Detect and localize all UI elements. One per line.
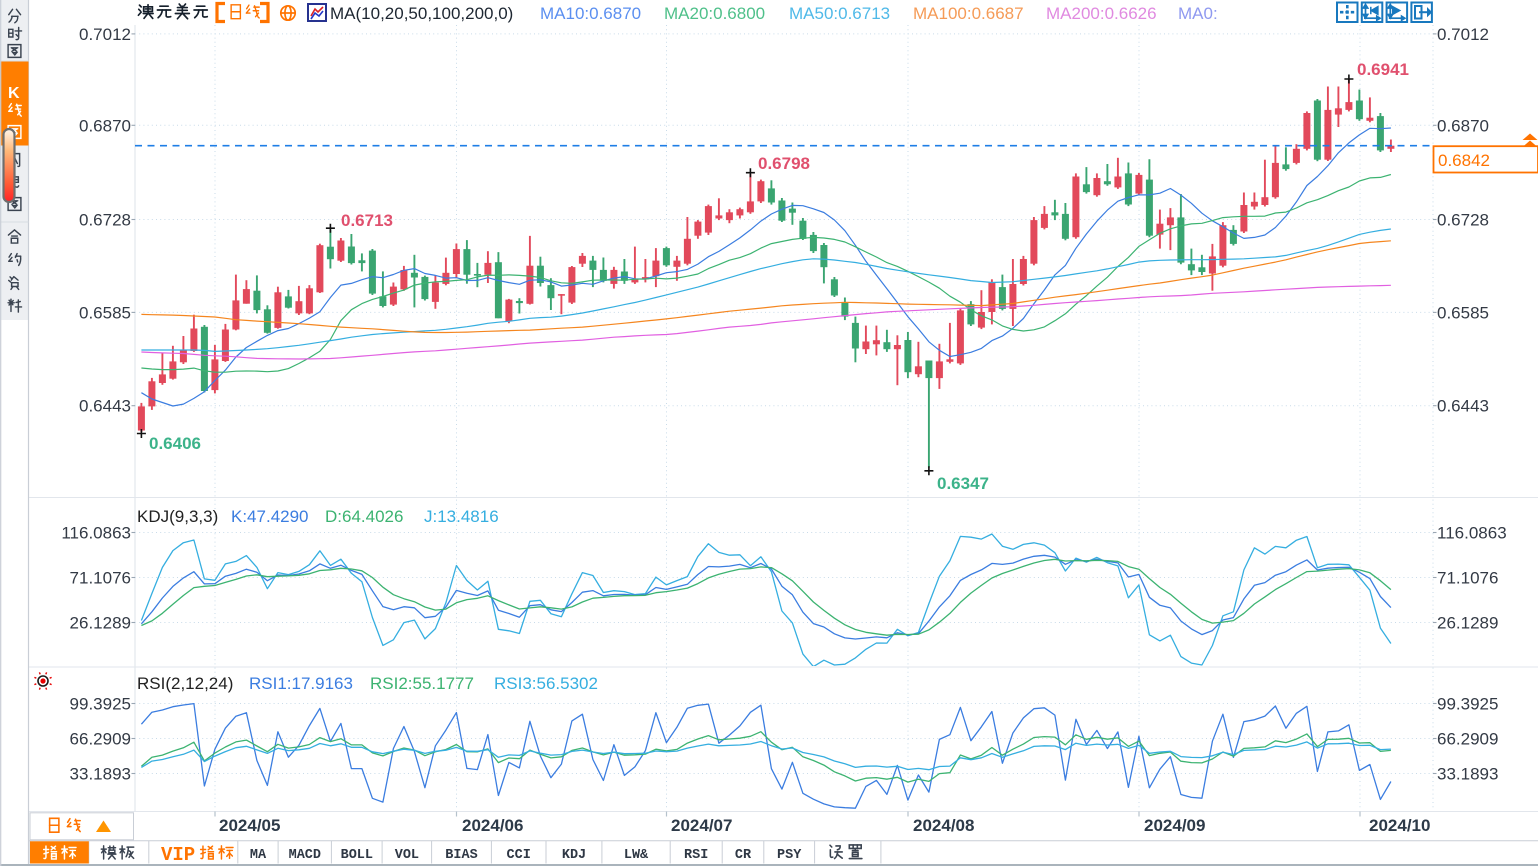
svg-text:K:47.4290: K:47.4290 <box>231 507 309 526</box>
svg-text:MA: MA <box>250 848 267 863</box>
svg-text:VIP: VIP <box>161 844 195 866</box>
svg-text:0.6347: 0.6347 <box>937 474 989 493</box>
svg-text:66.2909: 66.2909 <box>70 730 131 749</box>
svg-text:MA50:0.6713: MA50:0.6713 <box>789 4 890 23</box>
svg-text:33.1893: 33.1893 <box>1437 765 1498 784</box>
svg-text:MA100:0.6687: MA100:0.6687 <box>913 4 1024 23</box>
svg-text:2024/06: 2024/06 <box>462 816 523 835</box>
svg-text:0.6585: 0.6585 <box>1437 303 1489 322</box>
svg-text:KDJ(9,3,3): KDJ(9,3,3) <box>137 507 218 526</box>
svg-text:116.0863: 116.0863 <box>61 524 131 543</box>
svg-text:CCI: CCI <box>507 848 531 863</box>
svg-text:0.6870: 0.6870 <box>79 116 131 135</box>
svg-text:0.6585: 0.6585 <box>79 303 131 322</box>
svg-text:2024/09: 2024/09 <box>1144 816 1205 835</box>
svg-text:RSI(2,12,24): RSI(2,12,24) <box>137 674 233 693</box>
svg-text:CR: CR <box>735 848 752 863</box>
svg-text:MACD: MACD <box>289 848 321 863</box>
svg-text:RSI: RSI <box>684 848 708 863</box>
svg-text:MA10:0.6870: MA10:0.6870 <box>540 4 641 23</box>
svg-text:26.1289: 26.1289 <box>1437 614 1498 633</box>
svg-text:0.6406: 0.6406 <box>149 434 201 453</box>
svg-text:RSI3:56.5302: RSI3:56.5302 <box>494 674 598 693</box>
svg-text:2024/07: 2024/07 <box>671 816 732 835</box>
svg-text:BIAS: BIAS <box>445 848 477 863</box>
svg-text:MA20:0.6800: MA20:0.6800 <box>664 4 765 23</box>
svg-text:J:13.4816: J:13.4816 <box>424 507 499 526</box>
svg-text:MA0:: MA0: <box>1178 4 1218 23</box>
svg-text:0.6443: 0.6443 <box>1437 397 1489 416</box>
svg-text:2024/10: 2024/10 <box>1369 816 1430 835</box>
svg-text:71.1076: 71.1076 <box>1437 569 1498 588</box>
svg-text:66.2909: 66.2909 <box>1437 730 1498 749</box>
svg-text:71.1076: 71.1076 <box>70 569 131 588</box>
svg-text:99.3925: 99.3925 <box>70 695 131 714</box>
svg-text:K: K <box>8 85 20 102</box>
svg-text:D:64.4026: D:64.4026 <box>325 507 403 526</box>
svg-text:0.6728: 0.6728 <box>79 211 131 230</box>
svg-text:2024/08: 2024/08 <box>913 816 974 835</box>
svg-text:0.6870: 0.6870 <box>1437 116 1489 135</box>
svg-text:0.6713: 0.6713 <box>341 211 393 230</box>
svg-text:RSI1:17.9163: RSI1:17.9163 <box>249 674 353 693</box>
svg-text:2024/05: 2024/05 <box>219 816 280 835</box>
svg-text:0.6728: 0.6728 <box>1437 211 1489 230</box>
svg-text:0.6941: 0.6941 <box>1357 60 1409 79</box>
svg-text:MA(10,20,50,100,200,0): MA(10,20,50,100,200,0) <box>330 4 513 23</box>
svg-text:116.0863: 116.0863 <box>1437 524 1507 543</box>
svg-text:KDJ: KDJ <box>562 848 586 863</box>
svg-text:99.3925: 99.3925 <box>1437 695 1498 714</box>
svg-text:26.1289: 26.1289 <box>70 614 131 633</box>
svg-text:VOL: VOL <box>395 848 419 863</box>
svg-text:0.6842: 0.6842 <box>1438 151 1490 170</box>
svg-text:LW&: LW& <box>624 848 649 863</box>
svg-text:0.7012: 0.7012 <box>79 25 131 44</box>
svg-text:RSI2:55.1777: RSI2:55.1777 <box>370 674 474 693</box>
svg-text:PSY: PSY <box>777 848 802 863</box>
svg-text:0.7012: 0.7012 <box>1437 25 1489 44</box>
svg-text:BOLL: BOLL <box>341 848 373 863</box>
svg-text:0.6443: 0.6443 <box>79 397 131 416</box>
svg-text:MA200:0.6626: MA200:0.6626 <box>1046 4 1157 23</box>
svg-text:0.6798: 0.6798 <box>758 154 810 173</box>
svg-text:33.1893: 33.1893 <box>70 765 131 784</box>
